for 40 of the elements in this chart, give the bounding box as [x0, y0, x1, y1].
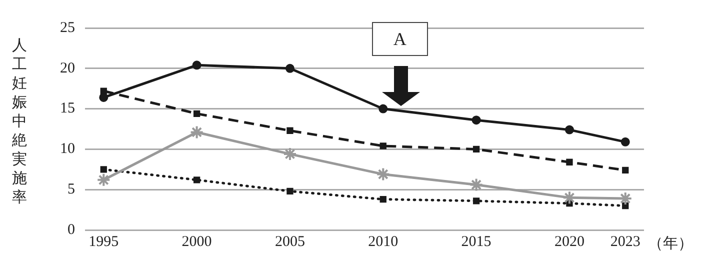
y-tick-label: 20: [60, 60, 75, 76]
point: [285, 64, 294, 73]
x-tick-label: 2015: [461, 234, 492, 250]
point: [286, 127, 294, 134]
y-tick-label: 10: [60, 141, 75, 158]
point: [472, 116, 481, 125]
x-tick-label: 1995: [88, 234, 119, 250]
point: [190, 125, 204, 140]
point: [380, 142, 386, 150]
x-axis-title: （年）: [648, 234, 693, 253]
x-tick-label: 2005: [274, 234, 305, 250]
point: [100, 166, 107, 173]
point: [472, 146, 480, 153]
point: [192, 60, 202, 70]
annotation: A: [372, 22, 428, 56]
point: [193, 176, 200, 184]
point: [472, 198, 480, 204]
point: [282, 147, 297, 162]
y-tick-label: 25: [60, 20, 75, 36]
y-tick-label: 0: [68, 222, 75, 238]
point: [566, 158, 573, 166]
y-tick-label: 5: [68, 182, 75, 198]
x-tick-label: 2023: [610, 234, 640, 250]
point: [469, 178, 484, 192]
x-tick-label: 2000: [182, 234, 212, 250]
point: [100, 88, 107, 94]
point: [96, 172, 111, 187]
text: 人工妊娠中絶実施率: [12, 36, 27, 206]
point: [562, 190, 576, 205]
point: [622, 166, 629, 174]
point: [564, 125, 574, 134]
x-tick-label: 2010: [368, 234, 398, 250]
y-tick-label: 15: [60, 100, 75, 117]
point: [193, 110, 200, 117]
point: [380, 196, 386, 203]
point: [378, 104, 388, 114]
point: [620, 137, 630, 146]
x-tick-label: 2020: [554, 234, 584, 250]
point: [286, 188, 294, 195]
point: [376, 167, 390, 182]
